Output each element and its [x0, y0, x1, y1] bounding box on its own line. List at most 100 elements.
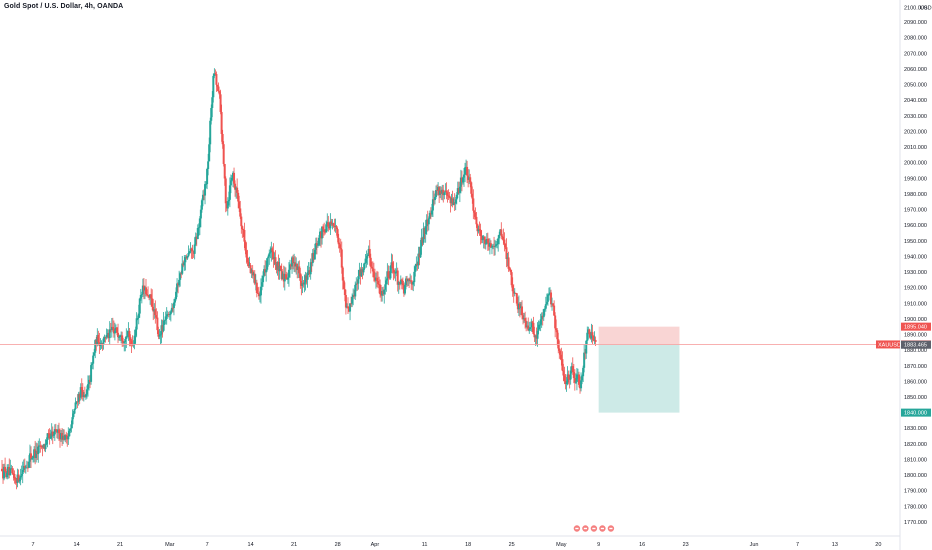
- candle-body: [309, 262, 312, 275]
- candle-body: [544, 304, 547, 309]
- candle-body: [320, 231, 323, 239]
- y-tick-label: 1940.000: [904, 254, 927, 260]
- stop-loss-zone[interactable]: [598, 326, 680, 345]
- candle-body: [13, 473, 16, 479]
- candle-body: [438, 187, 441, 195]
- event-flag-icon[interactable]: [598, 524, 607, 533]
- candle-body: [211, 97, 214, 108]
- candle-body: [276, 261, 279, 270]
- candle-body: [465, 166, 468, 168]
- candle-body: [113, 330, 116, 334]
- candle-body: [377, 280, 380, 285]
- candle-body: [512, 291, 515, 294]
- candle-body: [577, 374, 580, 385]
- candle-body: [23, 465, 26, 468]
- event-flag-icon[interactable]: [581, 524, 590, 533]
- candle-body: [261, 282, 264, 287]
- candle-body: [292, 257, 295, 264]
- candle-body: [428, 212, 431, 219]
- candle-body: [238, 201, 241, 209]
- candle-body: [440, 190, 443, 194]
- candle-body: [82, 395, 85, 397]
- candle-body: [79, 387, 82, 398]
- candle-body: [262, 275, 265, 283]
- candle-body: [20, 473, 23, 476]
- candle-body: [41, 446, 44, 448]
- candle-body: [279, 265, 282, 270]
- candle-body: [67, 436, 70, 440]
- candle-body: [75, 401, 78, 403]
- candle-body: [84, 394, 87, 397]
- candle-body: [526, 325, 529, 328]
- candle-body: [354, 284, 357, 297]
- candle-body: [543, 308, 546, 310]
- candle-body: [335, 226, 338, 230]
- candle-body: [146, 294, 149, 296]
- candle-body: [296, 263, 299, 270]
- candle-body: [317, 237, 320, 245]
- candle-body: [358, 269, 361, 277]
- candle-body: [356, 283, 359, 285]
- candle-body: [258, 295, 261, 297]
- event-markers[interactable]: [572, 524, 615, 533]
- y-tick-label: 1980.000: [904, 192, 927, 198]
- event-flag-icon[interactable]: [572, 524, 581, 533]
- candle-body: [233, 172, 236, 184]
- event-flag-icon[interactable]: [606, 524, 615, 533]
- candle-body: [591, 332, 594, 336]
- candle-body: [573, 378, 576, 383]
- candle-body: [274, 257, 277, 265]
- candle-body: [540, 315, 543, 320]
- candle-body: [270, 248, 273, 253]
- candle-body: [103, 336, 106, 339]
- candle-body: [193, 244, 196, 254]
- candle-body: [395, 270, 398, 272]
- candle-body: [278, 265, 281, 272]
- candle-body: [311, 252, 314, 264]
- candle-body: [498, 234, 501, 239]
- candle-body: [172, 302, 175, 308]
- x-tick-label: 14: [74, 542, 80, 548]
- candle-body: [272, 251, 275, 260]
- candle-body: [179, 273, 182, 280]
- candle-body: [505, 247, 508, 259]
- candle-body: [445, 190, 448, 193]
- candle-body: [295, 263, 298, 267]
- candle-body: [518, 303, 521, 309]
- x-tick-label: 9: [597, 542, 600, 548]
- candle-body: [511, 285, 514, 292]
- y-tick-label: 1970.000: [904, 208, 927, 214]
- candle-body: [71, 417, 74, 425]
- candle-body: [69, 428, 72, 431]
- candle-body: [33, 449, 36, 456]
- candle-body: [586, 332, 589, 341]
- candle-body: [91, 363, 94, 366]
- candle-body: [339, 248, 342, 250]
- candle-body: [54, 429, 57, 430]
- candle-body: [323, 229, 326, 232]
- candle-body: [485, 238, 488, 244]
- candle-body: [496, 244, 499, 245]
- candle-body: [63, 435, 66, 440]
- candle-body: [500, 229, 503, 236]
- event-flag-icon[interactable]: [589, 524, 598, 533]
- candle-body: [177, 283, 180, 286]
- candle-body: [384, 284, 387, 290]
- candle-body: [590, 332, 593, 339]
- candle-body: [553, 305, 556, 316]
- candle-body: [176, 283, 179, 292]
- candle-body: [237, 192, 240, 202]
- x-axis[interactable]: 7 14 21 Mar 7 14 21 28 Apr 11 18 25 May 9 16 23 Jun 7 13 20: [0, 535, 900, 548]
- candle-body: [18, 479, 21, 482]
- candle-body: [186, 256, 189, 259]
- candle-body: [503, 239, 506, 244]
- candle-body: [315, 243, 318, 246]
- candle-body: [144, 287, 147, 295]
- candle-body: [352, 295, 355, 298]
- candle-body: [154, 309, 157, 316]
- candle-body: [327, 222, 330, 227]
- candle-body: [194, 236, 197, 245]
- take-profit-zone[interactable]: [598, 344, 680, 413]
